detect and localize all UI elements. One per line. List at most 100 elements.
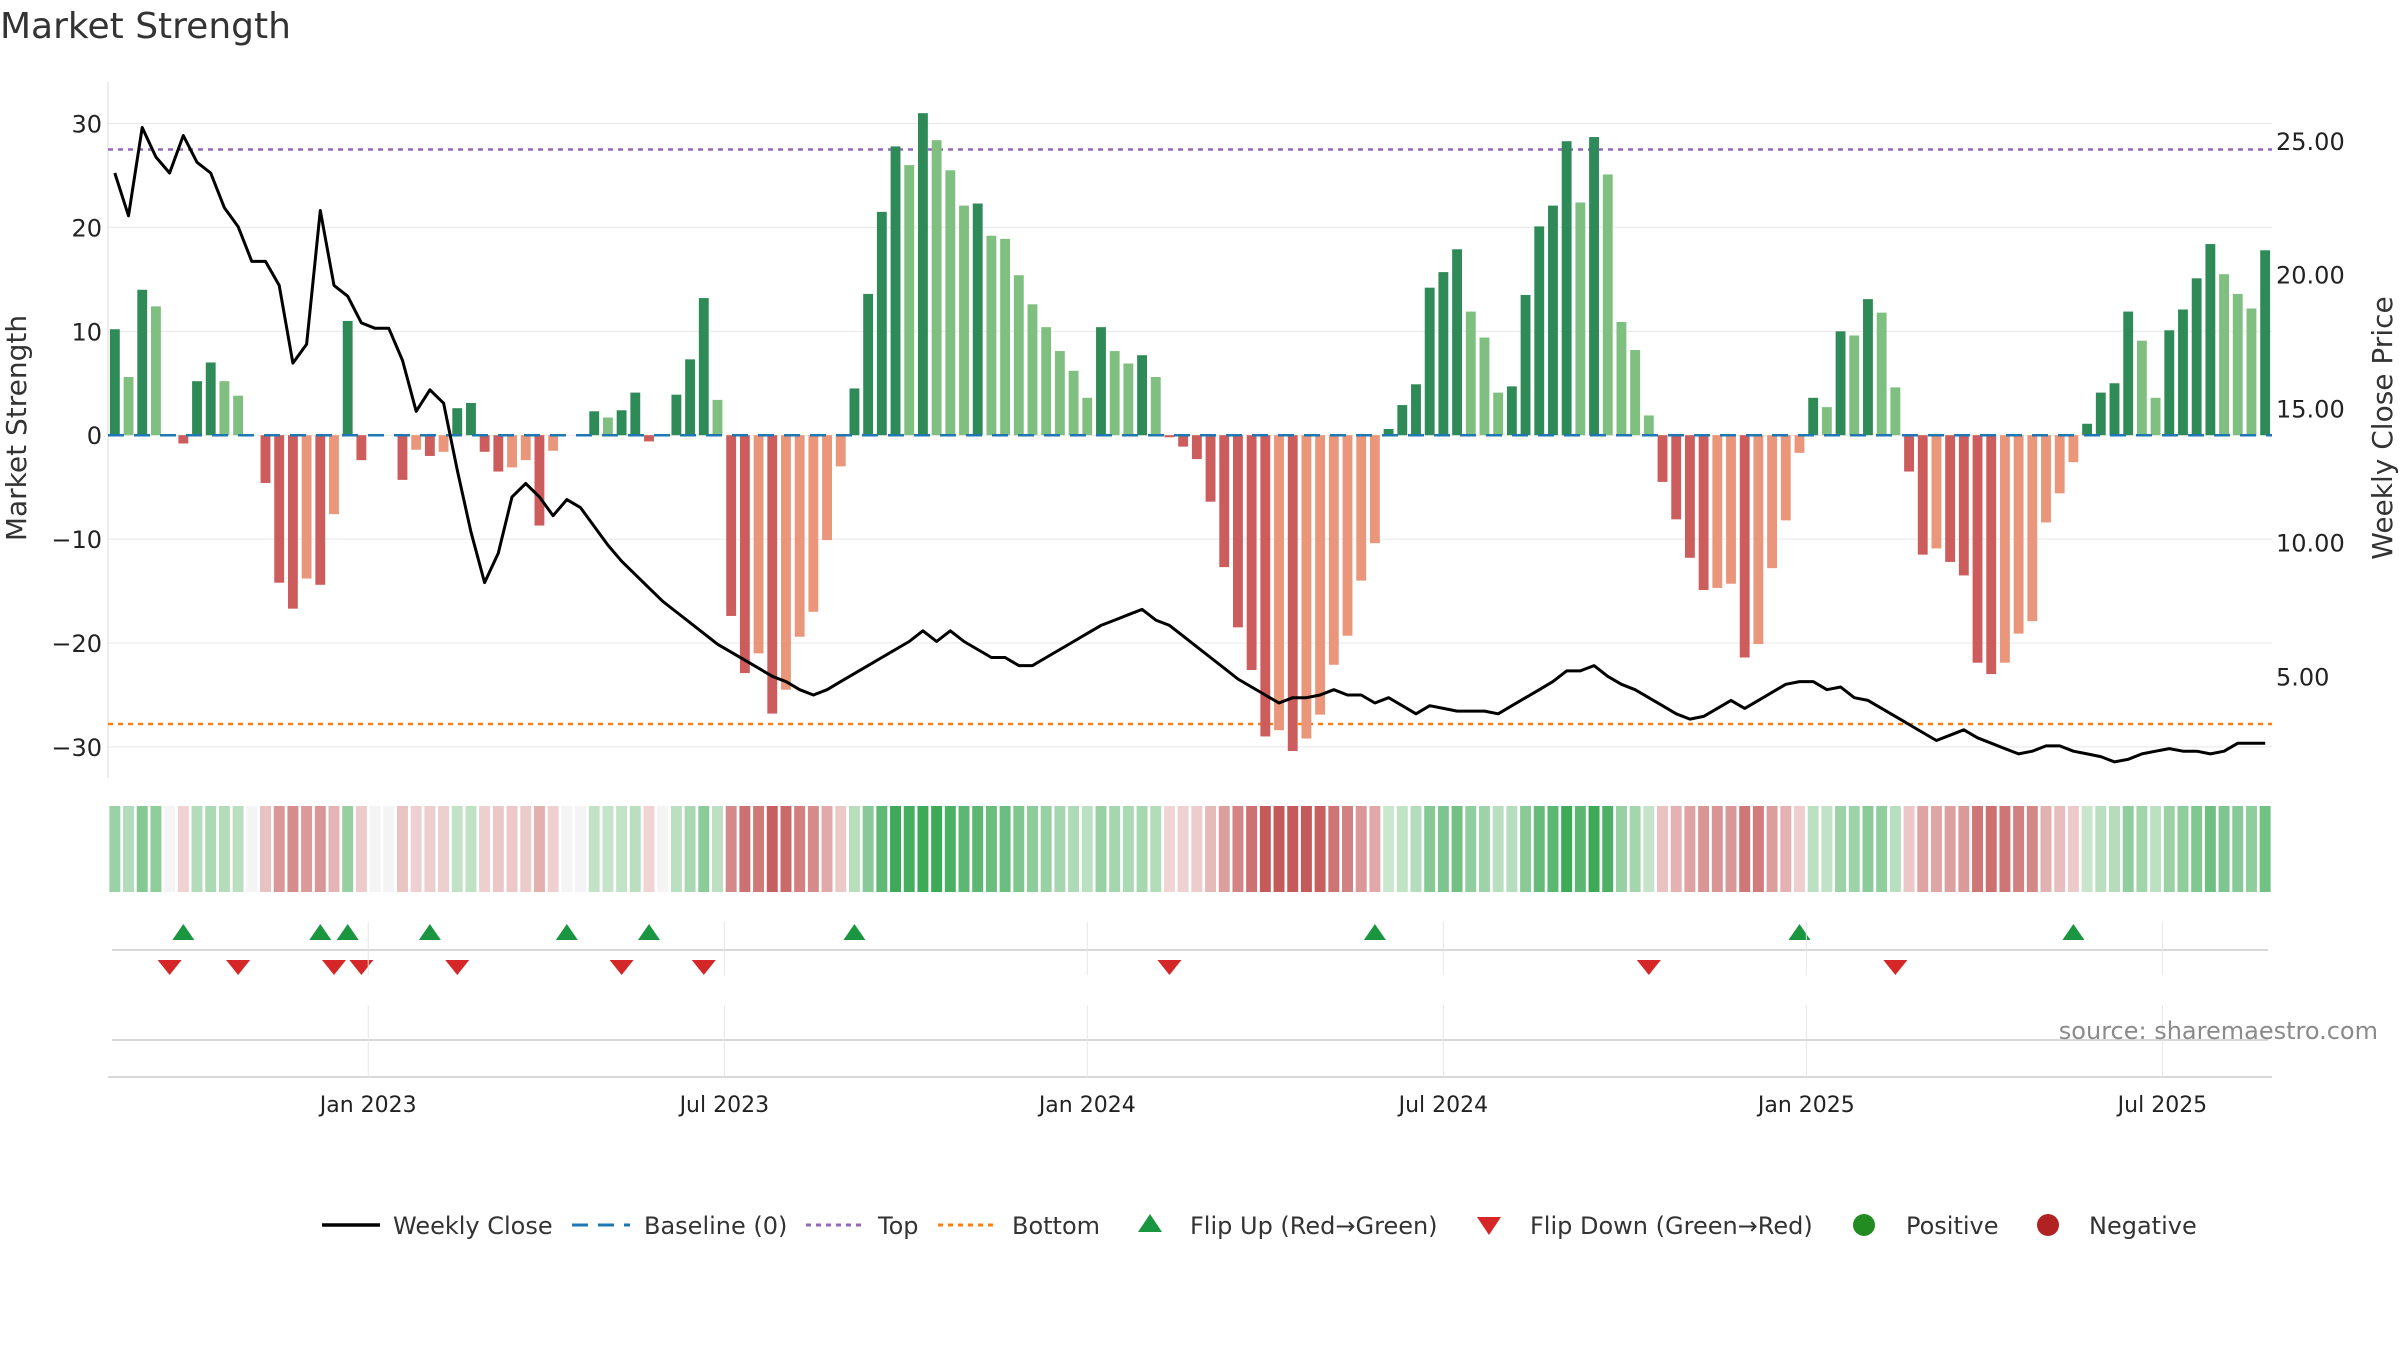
heat-cell <box>753 806 765 892</box>
heat-cell <box>1698 806 1710 892</box>
strength-bar <box>863 293 874 436</box>
heat-cell <box>1300 806 1312 892</box>
strength-bar <box>109 329 120 436</box>
strength-bar <box>630 392 641 436</box>
heat-cell <box>999 806 1011 892</box>
strength-bar <box>1972 435 1983 663</box>
grid <box>107 82 2272 778</box>
strength-bar <box>1986 435 1997 675</box>
strength-bar <box>1369 435 1380 544</box>
strength-bar <box>287 435 298 609</box>
heat-cell <box>2122 806 2134 892</box>
y-left-tick-label: 20 <box>71 214 102 242</box>
heat-cell <box>177 806 189 892</box>
heat-cell <box>670 806 682 892</box>
strength-bar <box>1356 435 1367 581</box>
heat-cell <box>616 806 628 892</box>
strength-bar <box>1027 304 1038 436</box>
heat-cell <box>369 806 381 892</box>
strength-bar <box>397 435 408 480</box>
flip-down-marker <box>321 960 346 975</box>
strength-bar <box>1808 397 1819 436</box>
strength-bar <box>671 394 682 436</box>
heat-cell <box>1561 806 1573 892</box>
heat-cell <box>520 806 532 892</box>
strength-bar <box>2260 250 2271 436</box>
legend-item: Positive <box>1853 1212 1999 1240</box>
strength-bar <box>1863 299 1873 436</box>
heat-cell <box>2136 806 2148 892</box>
x-tick-label: Jul 2023 <box>678 1093 770 1118</box>
strength-bar <box>2041 435 2051 523</box>
heat-cell <box>1259 806 1271 892</box>
strength-bar <box>1109 351 1120 436</box>
strength-bar <box>438 435 449 452</box>
strength-bar <box>2082 423 2093 436</box>
flip-up-marker <box>309 924 332 940</box>
strength-bar <box>1164 435 1175 438</box>
heat-cell <box>1944 806 1956 892</box>
strength-bar <box>2123 311 2134 436</box>
heat-cell <box>1383 806 1395 892</box>
strength-bar <box>479 435 490 452</box>
strength-bar <box>219 381 230 436</box>
y-left-tick-label: −10 <box>51 526 102 554</box>
heat-cell <box>2177 806 2189 892</box>
strength-bar <box>2178 309 2188 436</box>
flip-up-marker <box>555 924 578 940</box>
strength-bar <box>1780 435 1791 521</box>
heat-cell <box>287 806 299 892</box>
strength-bar <box>767 435 778 714</box>
heat-cell <box>588 806 600 892</box>
strength-bar <box>1013 275 1024 436</box>
heat-cell <box>2067 806 2079 892</box>
heat-cell <box>848 806 860 892</box>
y-left-tick-label: 0 <box>87 422 102 450</box>
heat-cell <box>2109 806 2120 892</box>
strength-bar <box>1287 435 1298 751</box>
heat-cell <box>424 806 436 892</box>
heat-cell <box>1205 806 1217 892</box>
heat-cell <box>1287 806 1299 892</box>
strength-bar <box>753 435 764 654</box>
flip-down-marker <box>1157 960 1182 975</box>
heat-cell <box>1588 806 1600 892</box>
heat-cell <box>944 806 956 892</box>
heat-cell <box>1958 806 1970 892</box>
y-right-tick-label: 15.00 <box>2276 396 2345 424</box>
strength-bar <box>712 399 723 436</box>
strength-bar <box>876 211 887 436</box>
heat-cell <box>273 806 285 892</box>
strength-bar <box>1096 327 1106 436</box>
flip-up-marker <box>1788 924 1811 940</box>
heat-cell <box>1342 806 1353 892</box>
strength-bar <box>315 435 326 585</box>
heat-cell <box>1013 806 1025 892</box>
strength-bar <box>1123 363 1134 436</box>
heat-cell <box>1355 806 1367 892</box>
strength-bar <box>2150 397 2161 436</box>
y-left-tick-label: −30 <box>51 734 102 762</box>
x-tick-label: Jan 2024 <box>1037 1093 1136 1118</box>
heat-cell <box>972 806 984 892</box>
strength-bar <box>808 435 819 612</box>
strength-bar <box>2164 330 2175 436</box>
strength-bar <box>698 298 709 436</box>
heat-cell <box>821 806 833 892</box>
legend-label: Flip Up (Red→Green) <box>1190 1212 1438 1240</box>
strength-bar <box>151 306 161 436</box>
strength-bar <box>2246 308 2257 436</box>
heat-cell <box>561 806 573 892</box>
flip-down-marker <box>157 960 182 975</box>
strength-bar <box>931 140 942 436</box>
heat-cell <box>1109 806 1121 892</box>
heat-cell <box>246 806 258 892</box>
strength-bar <box>1301 435 1312 739</box>
strength-bar <box>1137 355 1147 436</box>
strength-bar <box>1205 435 1216 502</box>
strength-bar <box>1575 202 1586 436</box>
heat-cell <box>2081 806 2093 892</box>
legend-label: Negative <box>2089 1212 2197 1240</box>
heat-cell <box>533 806 545 892</box>
strength-bar <box>424 435 435 456</box>
